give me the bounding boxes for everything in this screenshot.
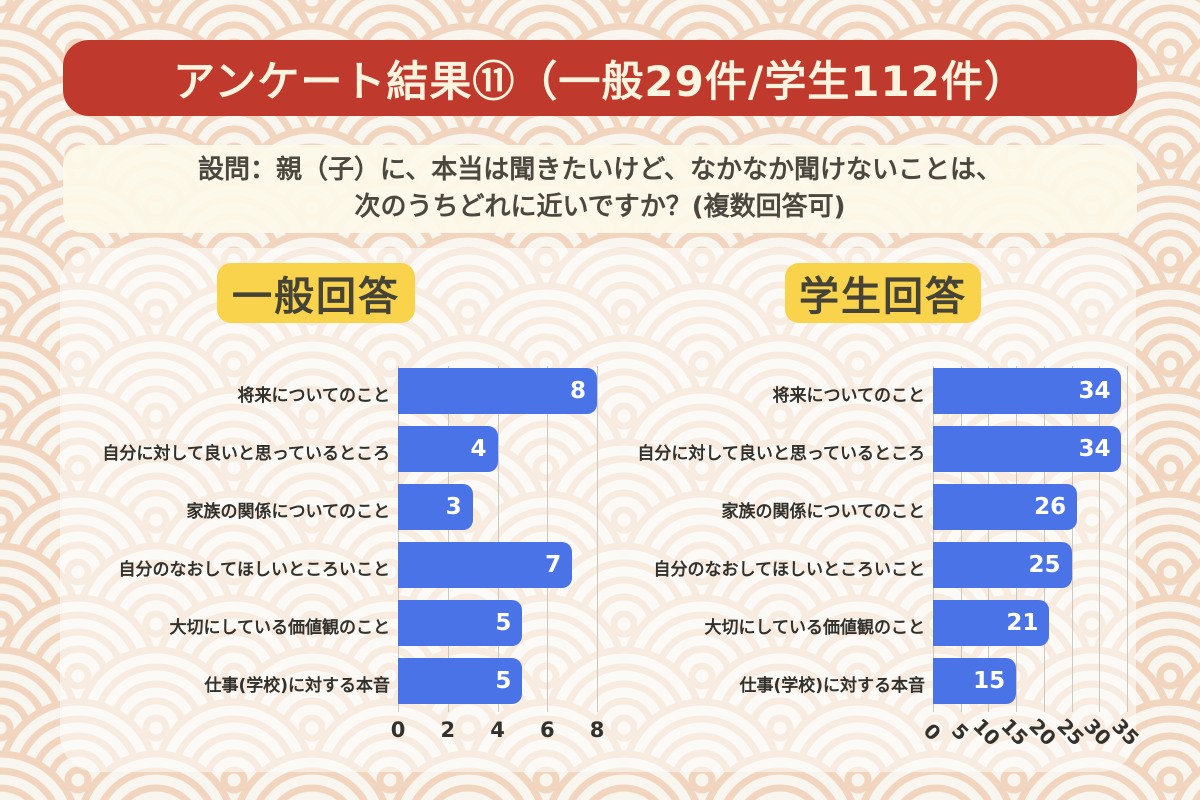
bar: 5	[398, 600, 523, 646]
category-label: 自分に対して良いと思っているところ	[637, 444, 925, 464]
category-label: 仕事(学校)に対する本音	[739, 676, 925, 696]
bar: 26	[933, 484, 1078, 530]
x-axis-tick-label: 8	[589, 718, 605, 742]
bar: 21	[933, 600, 1050, 646]
category-label: 仕事(学校)に対する本音	[204, 676, 390, 696]
bar-value-label: 21	[1006, 610, 1039, 636]
bar: 34	[933, 426, 1122, 472]
category-label: 自分のなおしてほしいところいこと	[653, 560, 926, 580]
x-axis-tick-label: 4	[490, 718, 505, 742]
bar: 5	[398, 658, 523, 704]
bar-value-label: 25	[1028, 552, 1061, 578]
gridline	[497, 366, 499, 712]
bar: 3	[398, 484, 473, 530]
category-label: 自分のなおしてほしいところいこと	[118, 560, 391, 580]
gridline	[597, 366, 598, 712]
category-label: 将来についてのこと	[772, 386, 926, 406]
bar: 34	[933, 368, 1122, 414]
page-title-banner: アンケート結果⑪（一般29件/学生112件）	[63, 40, 1137, 116]
gridline	[1071, 366, 1073, 712]
gridline	[547, 366, 549, 712]
category-label: 自分に対して良いと思っているところ	[102, 444, 390, 464]
bar: 7	[398, 542, 573, 588]
chart-title-student: 学生回答	[799, 274, 967, 320]
bar-value-label: 5	[495, 668, 512, 694]
question-line-1: 設問：親（子）に、本当は聞きたいけど、なかなか聞けないことは、	[198, 155, 1002, 185]
x-axis-tick-label: 2	[440, 718, 456, 742]
bar-value-label: 8	[569, 378, 586, 404]
gridline	[1099, 366, 1101, 712]
bar-value-label: 4	[470, 436, 487, 462]
bar-value-label: 7	[545, 552, 562, 578]
question-line-2: 次のうちどれに近いですか？(複数回答可)	[354, 192, 846, 222]
x-axis-tick-label: 6	[539, 718, 555, 742]
bar-value-label: 34	[1078, 436, 1111, 462]
category-label: 家族の関係についてのこと	[721, 502, 926, 522]
category-label: 大切にしている価値観のこと	[169, 618, 391, 638]
gridline	[1127, 366, 1128, 712]
bar-value-label: 26	[1034, 494, 1067, 520]
chart-title-badge-general: 一般回答	[217, 263, 415, 323]
gridline	[960, 366, 962, 712]
bar: 25	[933, 542, 1072, 588]
category-label: 将来についてのこと	[237, 386, 391, 406]
bar-value-label: 3	[445, 494, 462, 520]
x-axis-tick-label: 35	[1107, 713, 1144, 751]
category-label: 大切にしている価値観のこと	[704, 618, 926, 638]
chart-student: 0 5 10 15 20 25 30 35 将来についてのこと 34 自分に対して良いと思っていると…	[595, 366, 1144, 776]
bar-value-label: 34	[1078, 378, 1111, 404]
gridline	[1043, 366, 1045, 712]
bar-value-label: 5	[495, 610, 512, 636]
gridline	[933, 366, 934, 712]
chart-general: 0 2 4 6 8 将来についてのこと 8 自分に対して良いと思っているところ 4 家族の関係につ…	[60, 366, 605, 776]
chart-title-general: 一般回答	[232, 274, 400, 320]
category-label: 家族の関係についてのこと	[186, 502, 391, 522]
x-axis-tick-label: 0	[390, 718, 406, 742]
gridline	[447, 366, 449, 712]
page-title: アンケート結果⑪（一般29件/学生112件）	[173, 56, 1027, 106]
gridline	[988, 366, 990, 712]
bar: 4	[398, 426, 498, 472]
chart-title-badge-student: 学生回答	[785, 263, 981, 323]
gridline	[398, 366, 399, 712]
bar: 8	[398, 368, 597, 414]
bar: 15	[933, 658, 1017, 704]
x-axis-tick-label: 0	[918, 718, 946, 746]
bar-value-label: 15	[973, 668, 1006, 694]
gridline	[1016, 366, 1018, 712]
question-box: 設問：親（子）に、本当は聞きたいけど、なかなか聞けないことは、 次のうちどれに近…	[63, 145, 1137, 233]
